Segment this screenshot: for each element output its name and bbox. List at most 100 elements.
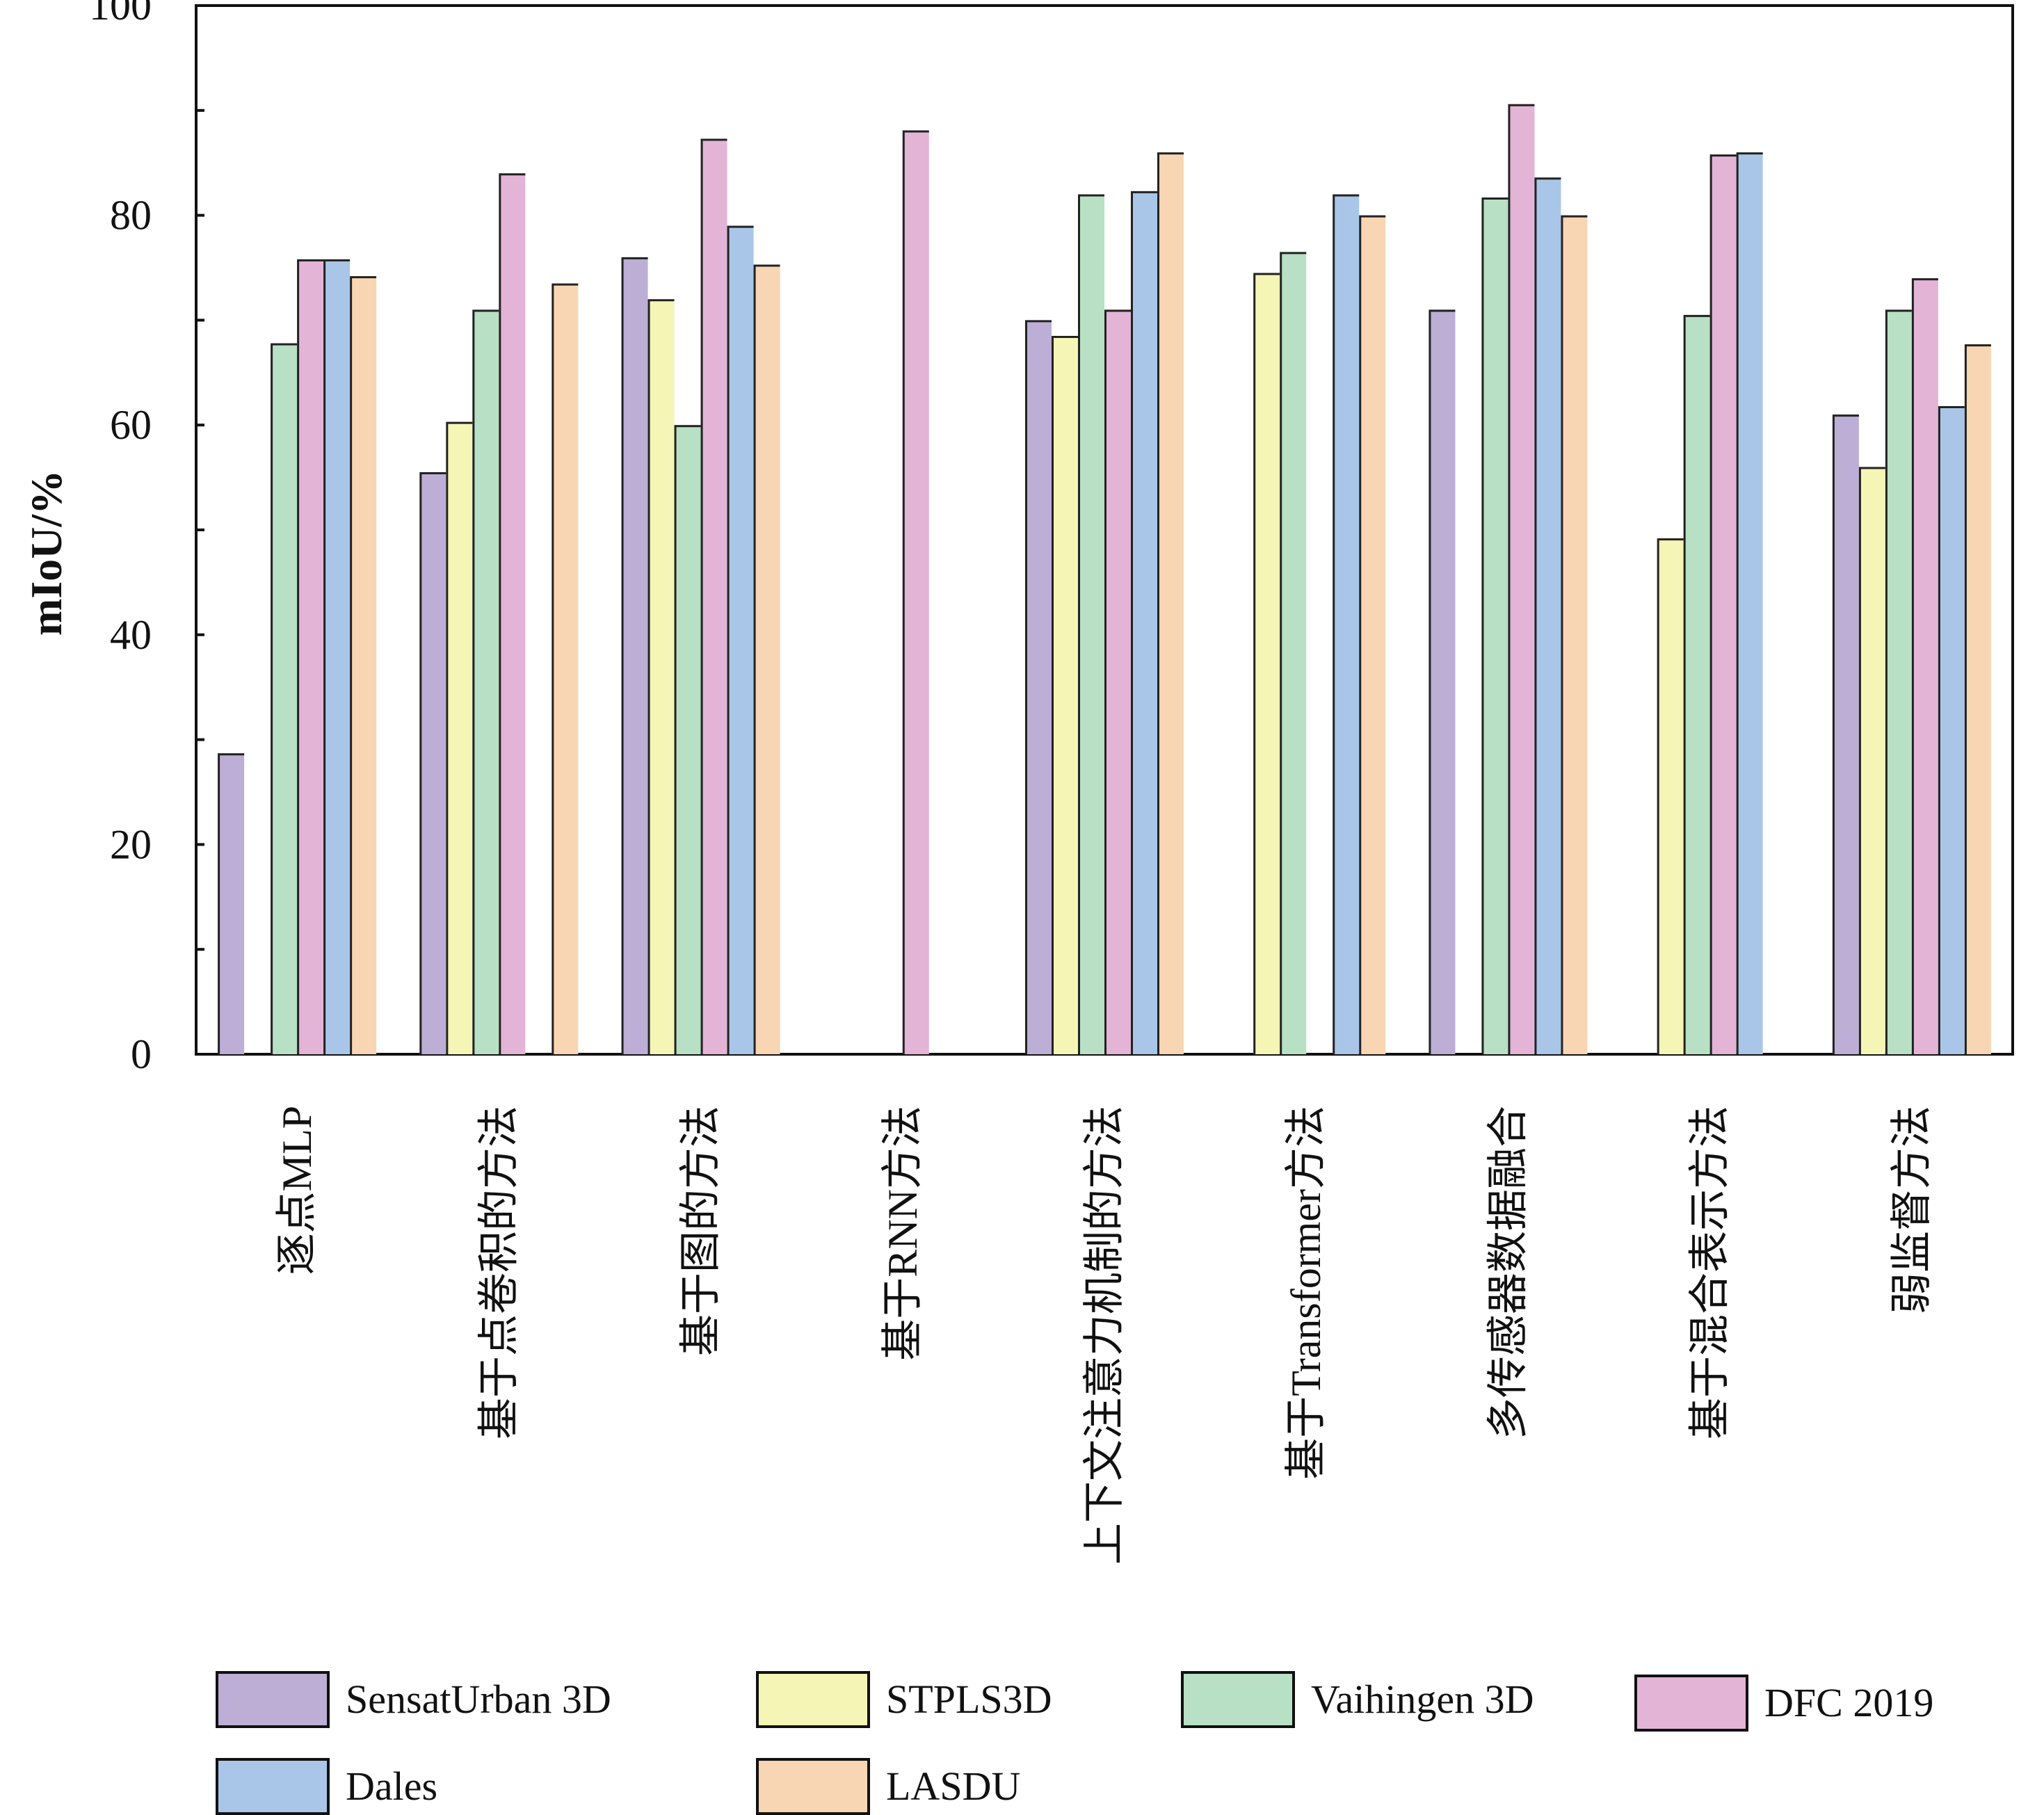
bar [1964,344,1991,1055]
bar [1131,191,1157,1054]
bar-edge [1131,191,1157,1054]
legend-swatch [1634,1675,1748,1732]
bar-edge [1359,215,1386,1054]
bar [1938,406,1965,1054]
y-tick-label: 40 [110,612,152,658]
bar-edge [552,283,579,1054]
bar-edge [1333,194,1360,1054]
bar [674,425,701,1054]
x-category-label: 多传感器数据融合 [1485,1106,1531,1439]
bar-edge [1657,538,1684,1054]
bar-edge [1508,104,1535,1054]
bar [1858,467,1885,1054]
legend-label: Vaihingen 3D [1311,1677,1534,1722]
bar [1508,104,1535,1055]
legend-swatch [216,1671,330,1728]
y-tick-label: 80 [110,193,152,239]
bar [472,309,499,1054]
bar [1683,314,1710,1054]
bar [218,753,245,1054]
bar [323,259,351,1054]
bar-edge [1534,177,1561,1054]
legend-label: LASDU [886,1764,1020,1809]
bar-edge [674,425,701,1054]
x-category-label: 基于点卷积的方法 [476,1106,522,1439]
bar-edge [472,309,499,1054]
bar [1481,197,1508,1054]
bar-edge [1911,278,1938,1054]
bar [727,225,754,1055]
bar-edge [323,259,351,1054]
bar-edge [1709,154,1737,1054]
bar [1104,309,1131,1054]
bar-edge [753,264,780,1054]
bar [1157,152,1184,1054]
bar-edge [1561,215,1588,1054]
legend-label: DFC 2019 [1764,1680,1933,1725]
y-tick-label: 100 [89,0,152,29]
bar [1359,215,1386,1055]
bar-edge [1964,344,1991,1054]
bar [1885,309,1912,1054]
bar-edge [1025,320,1052,1054]
bar [1709,154,1737,1055]
x-category-label: 基于混合表示方法 [1687,1106,1733,1439]
bar [1911,278,1938,1055]
bar [1561,215,1588,1055]
bar-edge [350,276,377,1054]
bar [1333,194,1360,1055]
bar-edge [419,472,446,1054]
x-category-label: 基于图的方法 [678,1106,724,1356]
bar [552,283,579,1054]
legend-swatch [216,1758,330,1815]
legend-label: STPLS3D [886,1677,1052,1722]
bar [419,472,446,1054]
bar-edge [499,173,526,1054]
bar [902,130,929,1054]
legend-label: Dales [346,1764,437,1809]
bar-edge [271,343,298,1054]
bar [647,299,675,1054]
bar-edge [1078,194,1104,1054]
bar-edge [647,299,675,1054]
bar-edge [1280,252,1307,1054]
bar [271,343,298,1054]
bar [1253,273,1280,1054]
bar-edge [218,753,245,1054]
bar-edge [1253,273,1280,1054]
bar-series-group [218,104,1991,1055]
legend-swatch [1181,1671,1295,1728]
x-category-label: 逐点MLP [274,1106,320,1275]
bar-edge [1429,309,1456,1054]
bar [1832,414,1859,1054]
bar [1078,194,1104,1055]
bar-edge [446,421,473,1054]
bar [350,276,377,1055]
x-category-label: 基于Transformer方法 [1283,1106,1329,1480]
bar [1280,252,1307,1054]
x-category-label: 弱监督方法 [1889,1106,1935,1314]
x-category-label: 基于RNN方法 [880,1106,926,1361]
bar [297,259,324,1054]
bar [1534,177,1561,1054]
legend-swatch [756,1758,870,1815]
bar-edge [1052,336,1078,1054]
bar-edge [1157,152,1184,1054]
bar-edge [1683,314,1710,1054]
bar [499,173,526,1054]
bar [621,257,648,1054]
bar-edge [727,225,754,1054]
legend-label: SensatUrban 3D [346,1677,611,1722]
bar [1736,152,1763,1054]
bar [1052,336,1078,1054]
y-tick-label: 20 [110,821,152,867]
bar-edge [1104,309,1131,1054]
legend-swatch [756,1671,870,1728]
bar-edge [1736,152,1763,1054]
bar [446,421,473,1054]
bar [753,264,780,1054]
bar-edge [1858,467,1885,1054]
bar [1429,309,1456,1054]
bar [700,138,727,1055]
